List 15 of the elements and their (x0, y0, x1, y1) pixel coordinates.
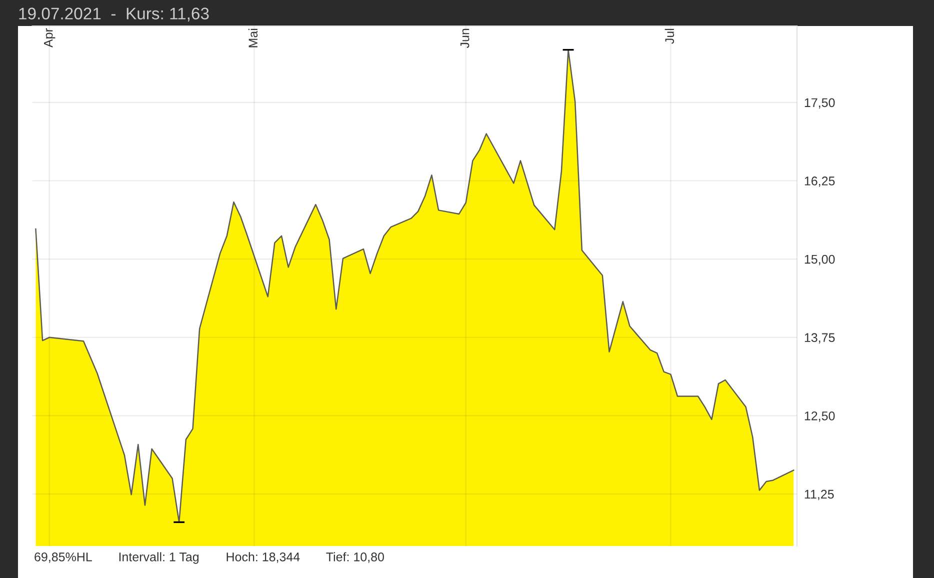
y-tick-label: 13,75 (804, 333, 835, 344)
y-tick-label: 11,25 (804, 490, 834, 500)
text: Hoch: 18,344 (226, 552, 300, 563)
y-tick-label: 16,25 (804, 176, 835, 187)
text: Tief: 10,80 (326, 552, 384, 563)
x-tick-label: Jun (460, 28, 470, 48)
x-tick-label: Jul (664, 28, 674, 44)
text: 69,85%HL (34, 552, 92, 563)
y-tick-label: 15,00 (804, 254, 835, 266)
x-tick-label: Mai (248, 28, 258, 48)
y-tick-label: 12,50 (804, 411, 835, 422)
chart-title: 19.07.2021 - Kurs: 11,63 (19, 8, 209, 22)
text: Intervall: 1 Tag (119, 552, 199, 564)
y-tick-label: 17,50 (804, 98, 835, 109)
x-tick-label: Apr (44, 28, 56, 48)
